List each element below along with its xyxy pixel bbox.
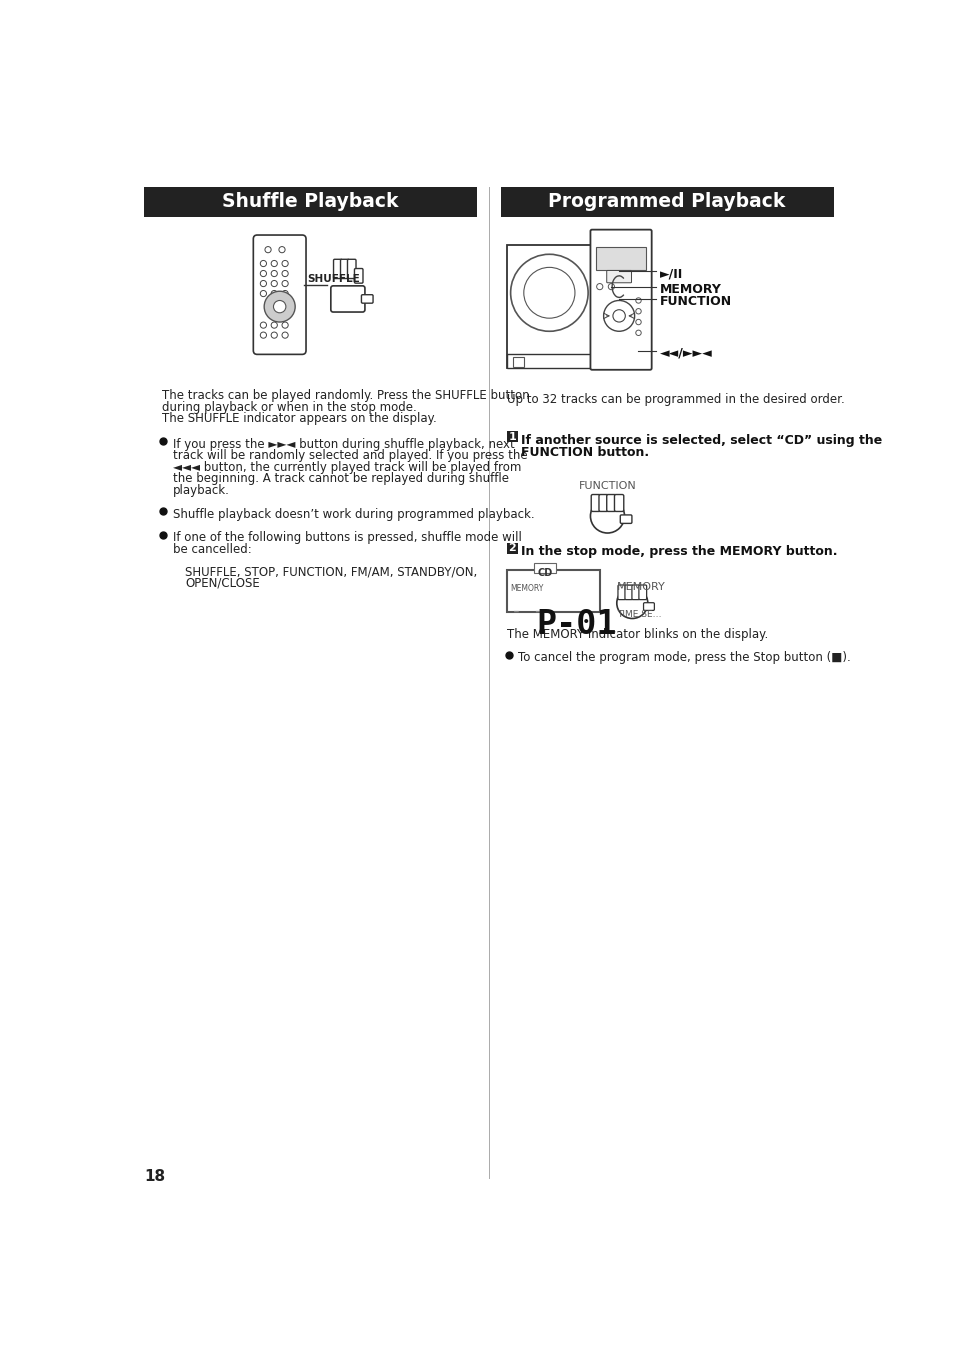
Circle shape — [590, 499, 624, 533]
Text: In the stop mode, press the MEMORY button.: In the stop mode, press the MEMORY butto… — [520, 545, 837, 558]
Text: Shuffle playback doesn’t work during programmed playback.: Shuffle playback doesn’t work during pro… — [172, 507, 534, 521]
FancyBboxPatch shape — [331, 286, 365, 312]
Text: If you press the ►►◄ button during shuffle playback, next: If you press the ►►◄ button during shuff… — [172, 437, 514, 451]
Text: SHUFFLE: SHUFFLE — [307, 274, 360, 285]
Circle shape — [635, 331, 640, 336]
Text: P-01: P-01 — [536, 608, 616, 642]
Circle shape — [260, 281, 266, 286]
Text: during playback or when in the stop mode.: during playback or when in the stop mode… — [162, 401, 416, 414]
Text: - -: - - — [510, 602, 542, 621]
Text: TIME SE…: TIME SE… — [617, 610, 660, 619]
Circle shape — [264, 291, 294, 322]
FancyBboxPatch shape — [334, 259, 342, 278]
Bar — [506, 432, 517, 442]
Text: FUNCTION button.: FUNCTION button. — [520, 447, 648, 459]
Text: To cancel the program mode, press the Stop button (■).: To cancel the program mode, press the St… — [517, 650, 849, 664]
Circle shape — [271, 281, 277, 286]
FancyBboxPatch shape — [347, 259, 355, 278]
Circle shape — [271, 270, 277, 277]
Circle shape — [282, 322, 288, 328]
Circle shape — [523, 267, 575, 318]
Circle shape — [260, 290, 266, 297]
Circle shape — [282, 270, 288, 277]
Circle shape — [271, 260, 277, 267]
Text: The MEMORY indicator blinks on the display.: The MEMORY indicator blinks on the displ… — [506, 627, 767, 641]
FancyBboxPatch shape — [631, 585, 639, 599]
FancyBboxPatch shape — [606, 270, 631, 283]
Circle shape — [282, 260, 288, 267]
Text: Shuffle Playback: Shuffle Playback — [222, 193, 398, 212]
Circle shape — [260, 332, 266, 339]
FancyBboxPatch shape — [596, 247, 645, 270]
FancyBboxPatch shape — [598, 495, 608, 511]
FancyBboxPatch shape — [624, 585, 632, 599]
Circle shape — [635, 298, 640, 304]
Bar — [513, 357, 523, 367]
Text: SHUFFLE, STOP, FUNCTION, FM/AM, STANDBY/ON,: SHUFFLE, STOP, FUNCTION, FM/AM, STANDBY/… — [185, 565, 476, 579]
Text: If one of the following buttons is pressed, shuffle mode will: If one of the following buttons is press… — [172, 532, 521, 545]
Circle shape — [596, 283, 602, 290]
Circle shape — [260, 322, 266, 328]
Bar — [534, 563, 555, 573]
Text: MEMORY: MEMORY — [659, 283, 721, 295]
Circle shape — [271, 322, 277, 328]
Circle shape — [612, 310, 624, 322]
Text: Up to 32 tracks can be programmed in the desired order.: Up to 32 tracks can be programmed in the… — [506, 393, 843, 406]
Circle shape — [282, 290, 288, 297]
Text: 2: 2 — [508, 544, 516, 553]
FancyBboxPatch shape — [639, 585, 646, 599]
Text: 1: 1 — [508, 432, 516, 441]
FancyBboxPatch shape — [618, 585, 625, 599]
Text: MEMORY: MEMORY — [617, 581, 665, 591]
Text: MEMORY: MEMORY — [510, 584, 543, 592]
Text: The tracks can be played randomly. Press the SHUFFLE button: The tracks can be played randomly. Press… — [162, 389, 529, 402]
FancyBboxPatch shape — [355, 268, 362, 283]
Circle shape — [510, 254, 587, 332]
FancyBboxPatch shape — [340, 259, 349, 278]
Text: playback.: playback. — [172, 484, 230, 496]
Text: track will be randomly selected and played. If you press the: track will be randomly selected and play… — [172, 449, 527, 463]
Bar — [500, 186, 833, 217]
Text: FUNCTION: FUNCTION — [659, 295, 732, 308]
FancyBboxPatch shape — [643, 603, 654, 610]
Text: ◄◄/►►◄: ◄◄/►►◄ — [659, 347, 712, 360]
Circle shape — [260, 270, 266, 277]
Text: FUNCTION: FUNCTION — [578, 482, 636, 491]
Circle shape — [603, 301, 634, 332]
Bar — [506, 571, 599, 612]
Circle shape — [260, 260, 266, 267]
Text: If another source is selected, select “CD” using the: If another source is selected, select “C… — [520, 433, 881, 447]
Text: 18: 18 — [144, 1170, 165, 1184]
Circle shape — [271, 332, 277, 339]
Bar — [506, 355, 592, 368]
FancyBboxPatch shape — [619, 515, 631, 523]
Circle shape — [271, 290, 277, 297]
Text: ►/II: ►/II — [659, 267, 682, 281]
Circle shape — [278, 247, 285, 252]
Circle shape — [282, 281, 288, 286]
Text: The SHUFFLE indicator appears on the display.: The SHUFFLE indicator appears on the dis… — [162, 413, 436, 425]
Circle shape — [617, 588, 647, 618]
Bar — [506, 544, 517, 554]
FancyBboxPatch shape — [614, 495, 623, 511]
FancyBboxPatch shape — [506, 246, 592, 368]
FancyBboxPatch shape — [591, 495, 599, 511]
Circle shape — [274, 301, 286, 313]
FancyBboxPatch shape — [590, 229, 651, 370]
Text: the beginning. A track cannot be replayed during shuffle: the beginning. A track cannot be replaye… — [172, 472, 508, 486]
Text: CD: CD — [537, 568, 552, 579]
Text: OPEN/CLOSE: OPEN/CLOSE — [185, 577, 259, 590]
FancyBboxPatch shape — [253, 235, 306, 355]
Circle shape — [635, 320, 640, 325]
Bar — [144, 186, 476, 217]
Circle shape — [265, 247, 271, 252]
Text: Programmed Playback: Programmed Playback — [548, 193, 785, 212]
Circle shape — [608, 283, 614, 290]
FancyBboxPatch shape — [606, 495, 616, 511]
Circle shape — [635, 309, 640, 314]
FancyBboxPatch shape — [361, 294, 373, 304]
Circle shape — [282, 332, 288, 339]
Text: be cancelled:: be cancelled: — [172, 544, 252, 556]
Text: ◄◄◄ button, the currently played track will be played from: ◄◄◄ button, the currently played track w… — [172, 460, 520, 473]
